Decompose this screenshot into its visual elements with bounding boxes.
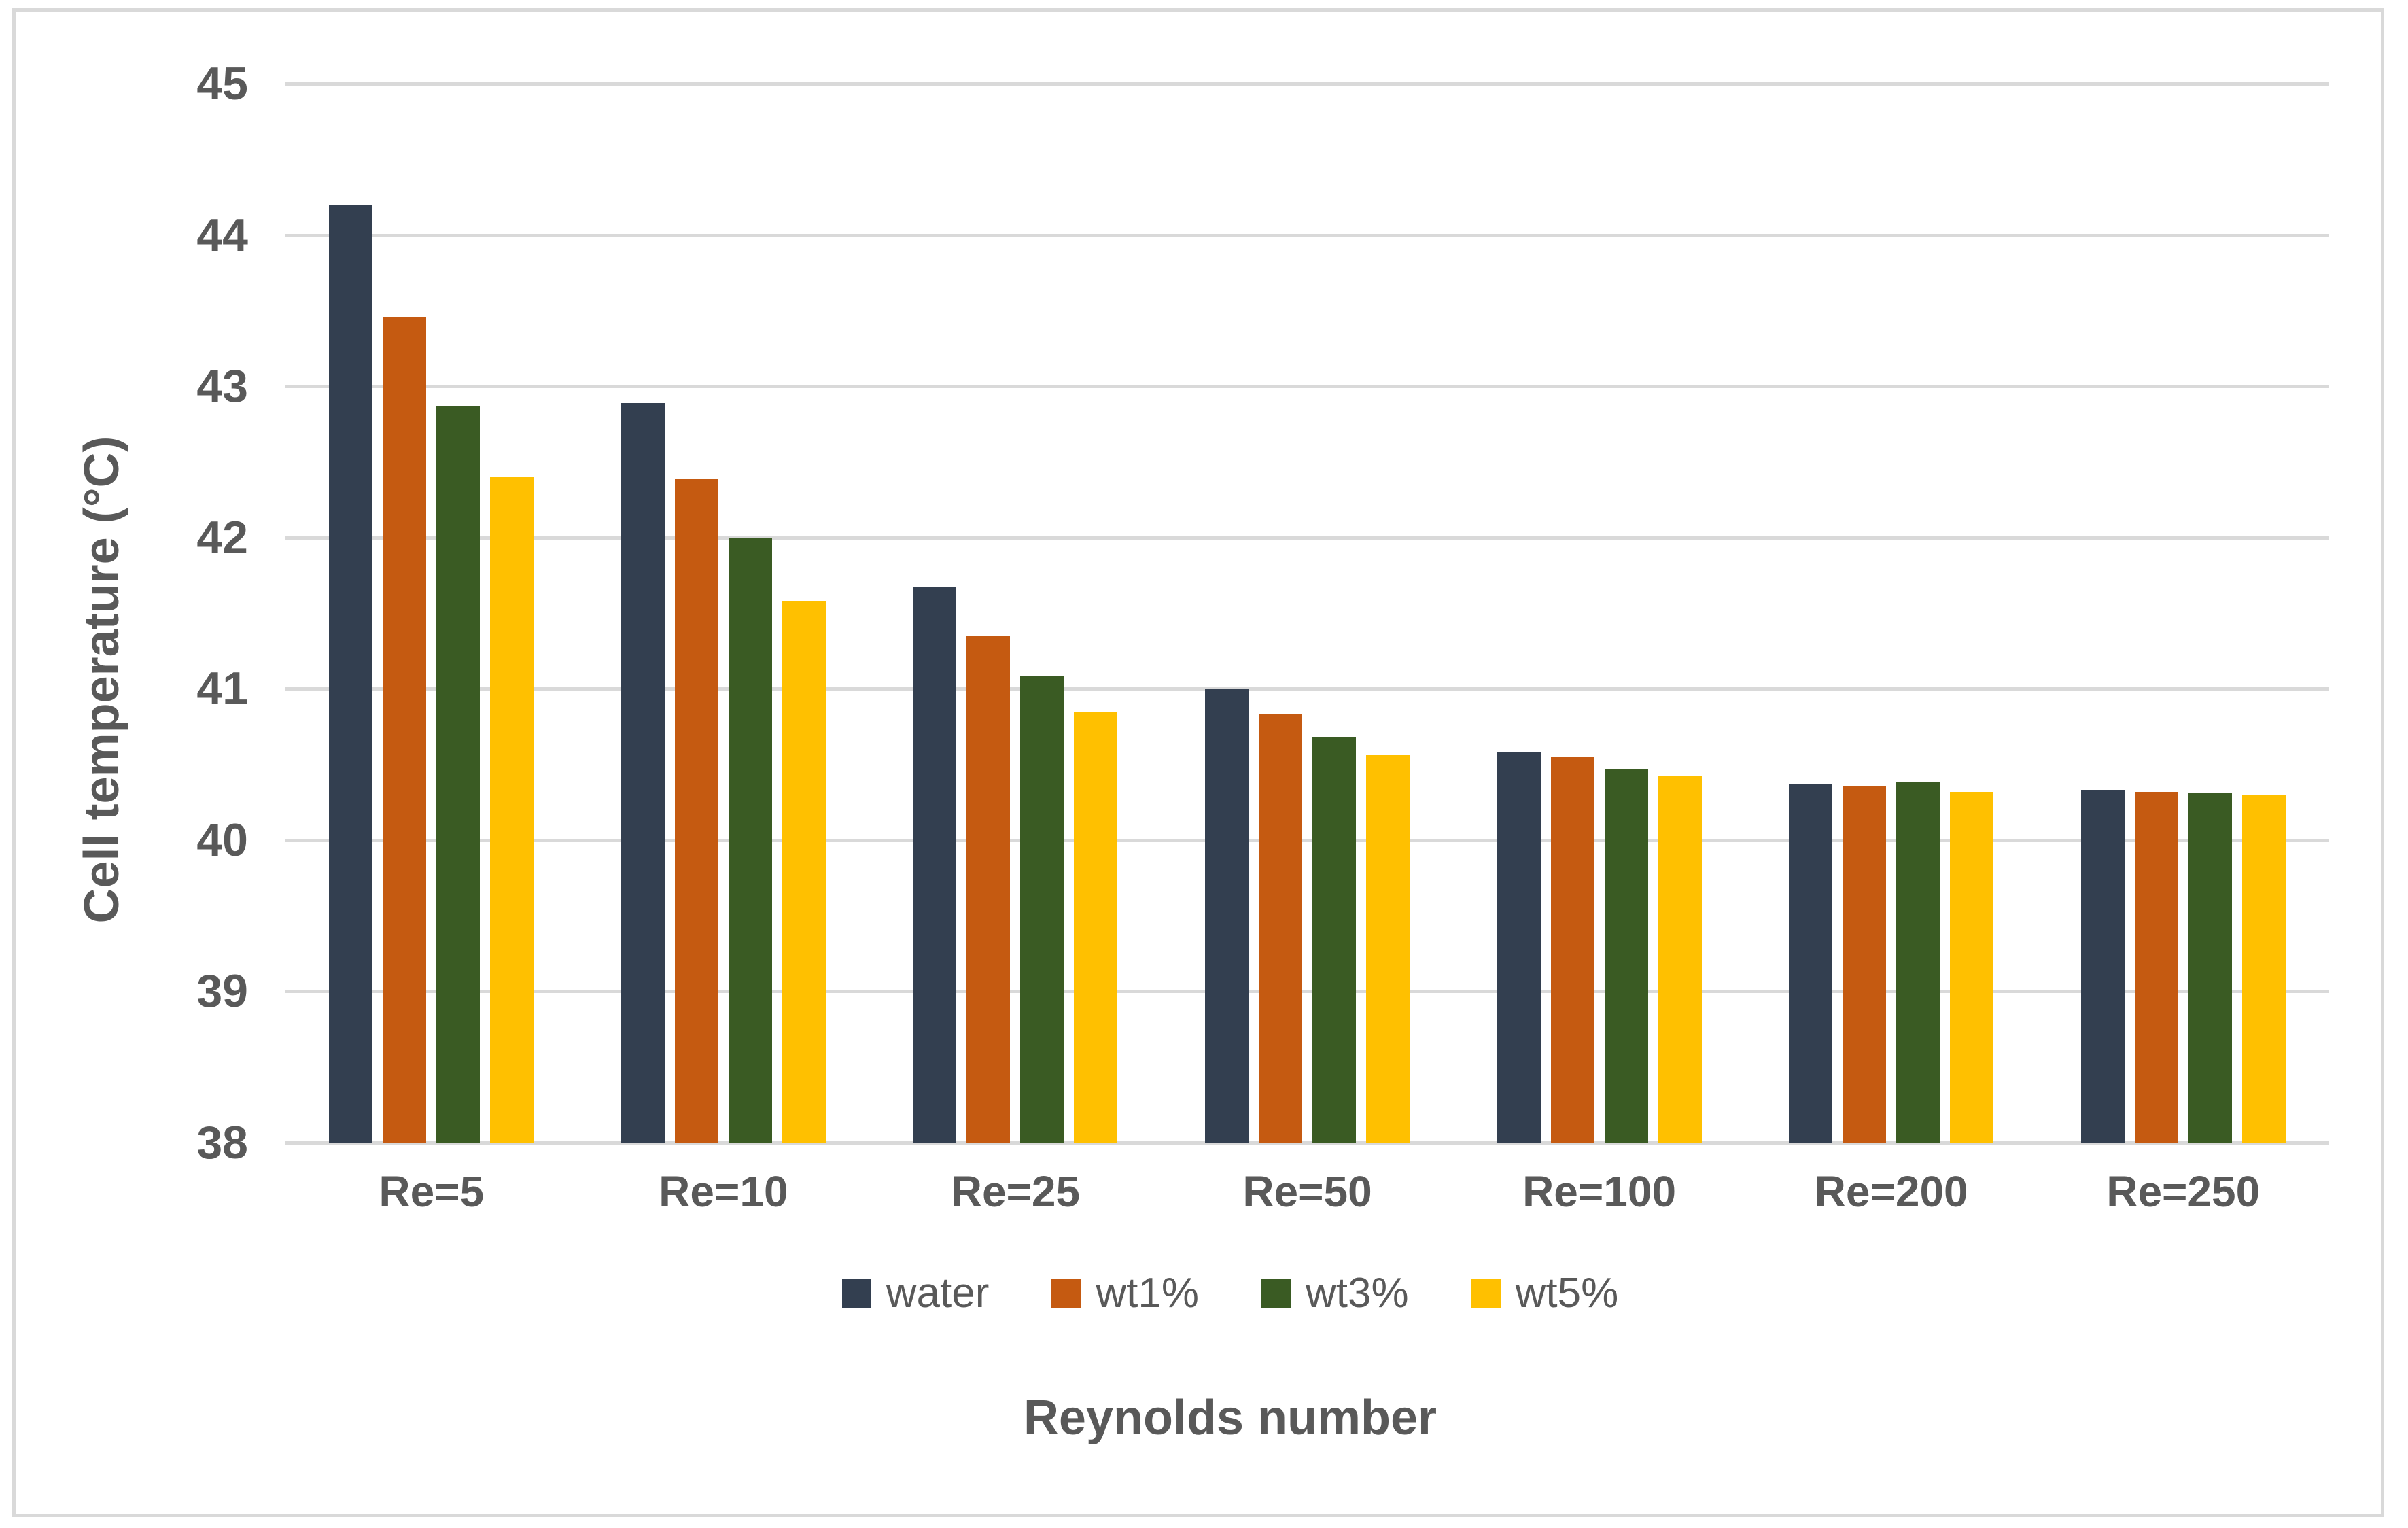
bar-wt5%-Re=100 bbox=[1658, 776, 1702, 1143]
gridline-y-39 bbox=[285, 990, 2329, 994]
gridline-y-40 bbox=[285, 838, 2329, 842]
legend-swatch-icon bbox=[1051, 1279, 1081, 1308]
gridline-y-38 bbox=[285, 1141, 2329, 1145]
gridline-y-43 bbox=[285, 385, 2329, 389]
bar-wt1%-Re=5 bbox=[383, 316, 427, 1143]
x-category-label: Re=50 bbox=[1242, 1167, 1372, 1216]
bar-wt1%-Re=250 bbox=[2134, 791, 2178, 1143]
x-category-label: Re=5 bbox=[379, 1167, 485, 1216]
x-category-label: Re=10 bbox=[659, 1167, 788, 1216]
legend-label: wt5% bbox=[1515, 1270, 1619, 1317]
bar-water-Re=250 bbox=[2080, 790, 2125, 1143]
bar-wt3%-Re=250 bbox=[2188, 793, 2232, 1143]
bar-water-Re=50 bbox=[1205, 689, 1249, 1143]
bar-wt3%-Re=100 bbox=[1604, 769, 1648, 1143]
bar-wt1%-Re=100 bbox=[1550, 757, 1594, 1143]
legend-swatch-icon bbox=[1261, 1279, 1291, 1308]
bar-wt1%-Re=50 bbox=[1259, 714, 1302, 1143]
bar-wt3%-Re=10 bbox=[728, 537, 772, 1143]
bar-water-Re=200 bbox=[1789, 784, 1833, 1143]
bar-wt3%-Re=5 bbox=[436, 406, 481, 1143]
y-axis-title: Cell temperature (°C) bbox=[75, 436, 129, 924]
bar-wt3%-Re=200 bbox=[1896, 782, 1940, 1143]
bar-water-Re=25 bbox=[913, 587, 957, 1143]
legend-item-water: water bbox=[841, 1270, 990, 1317]
bar-wt1%-Re=25 bbox=[966, 636, 1011, 1143]
y-tick-label: 44 bbox=[196, 209, 248, 261]
bar-water-Re=100 bbox=[1497, 752, 1541, 1143]
bar-wt5%-Re=50 bbox=[1366, 755, 1410, 1143]
legend-swatch-icon bbox=[1471, 1279, 1501, 1308]
legend-item-wt1%: wt1% bbox=[1051, 1272, 1199, 1315]
gridline-y-41 bbox=[285, 687, 2329, 691]
y-tick-label: 45 bbox=[196, 58, 248, 109]
bar-water-Re=5 bbox=[329, 205, 373, 1143]
bar-wt5%-Re=250 bbox=[2241, 795, 2286, 1143]
legend-label: wt1% bbox=[1096, 1270, 1199, 1317]
y-tick-label: 43 bbox=[196, 360, 248, 413]
legend: water wt1% wt3% wt5% bbox=[52, 1263, 2408, 1324]
bar-wt5%-Re=5 bbox=[490, 476, 534, 1143]
x-category-label: Re=250 bbox=[2106, 1167, 2261, 1216]
y-tick-label: 38 bbox=[196, 1117, 248, 1168]
legend-item-wt3%: wt3% bbox=[1261, 1272, 1409, 1315]
bar-wt3%-Re=25 bbox=[1020, 676, 1064, 1143]
x-category-label: Re=200 bbox=[1814, 1167, 1968, 1216]
bar-wt5%-Re=25 bbox=[1074, 711, 1118, 1143]
gridline-y-45 bbox=[285, 82, 2329, 86]
legend-label: wt3% bbox=[1306, 1270, 1409, 1317]
x-category-label: Re=100 bbox=[1522, 1167, 1677, 1216]
y-tick-label: 42 bbox=[196, 511, 248, 563]
gridline-y-42 bbox=[285, 536, 2329, 540]
y-tick-label: 41 bbox=[196, 663, 248, 715]
legend-swatch-icon bbox=[841, 1279, 871, 1308]
bar-wt1%-Re=10 bbox=[674, 478, 718, 1143]
bar-wt5%-Re=10 bbox=[782, 601, 826, 1143]
bar-water-Re=10 bbox=[621, 402, 665, 1143]
bar-wt5%-Re=200 bbox=[1950, 791, 1994, 1143]
y-tick-label: 40 bbox=[196, 814, 248, 866]
bar-wt1%-Re=200 bbox=[1843, 785, 1887, 1143]
bar-wt3%-Re=50 bbox=[1312, 737, 1356, 1143]
gridline-y-44 bbox=[285, 233, 2329, 237]
x-category-label: Re=25 bbox=[950, 1167, 1081, 1216]
legend-item-wt5%: wt5% bbox=[1471, 1270, 1619, 1317]
y-tick-label: 39 bbox=[196, 965, 248, 1018]
x-axis-title: Reynolds number bbox=[1023, 1391, 1437, 1445]
legend-label: water bbox=[886, 1270, 990, 1317]
